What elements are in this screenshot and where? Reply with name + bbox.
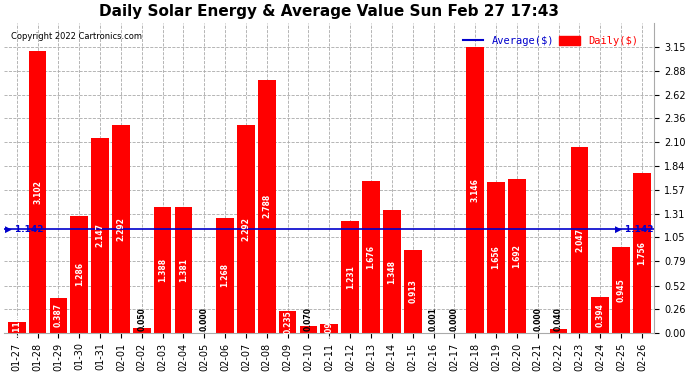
Text: ▶ 1.142: ▶ 1.142 [6,225,43,234]
Bar [508,179,526,333]
Text: 2.047: 2.047 [575,228,584,252]
Text: 1.231: 1.231 [346,265,355,289]
Text: 0.235: 0.235 [283,310,292,334]
Bar [133,328,150,333]
Text: 1.692: 1.692 [513,244,522,268]
Legend: Average($), Daily($): Average($), Daily($) [458,32,643,50]
Bar [112,124,130,333]
Text: 1.268: 1.268 [221,263,230,287]
Text: ▶ 1.142: ▶ 1.142 [615,225,653,234]
Bar [550,329,567,333]
Text: 2.292: 2.292 [241,217,250,241]
Bar [383,210,401,333]
Bar [591,297,609,333]
Bar [237,124,255,333]
Text: 0.094: 0.094 [325,316,334,340]
Text: 3.146: 3.146 [471,178,480,202]
Bar [91,138,109,333]
Text: 1.286: 1.286 [75,262,83,286]
Text: 0.070: 0.070 [304,307,313,331]
Text: 0.040: 0.040 [554,307,563,331]
Text: 0.000: 0.000 [200,307,209,331]
Text: 0.050: 0.050 [137,307,146,331]
Text: 0.116: 0.116 [12,315,21,339]
Bar [466,47,484,333]
Bar [612,247,630,333]
Title: Daily Solar Energy & Average Value Sun Feb 27 17:43: Daily Solar Energy & Average Value Sun F… [99,4,560,19]
Bar [342,221,359,333]
Bar [279,311,297,333]
Text: 1.676: 1.676 [366,244,375,268]
Bar [362,180,380,333]
Bar [633,173,651,333]
Text: 1.756: 1.756 [638,241,647,265]
Text: 2.147: 2.147 [95,223,105,247]
Bar [404,250,422,333]
Bar [29,51,46,333]
Bar [8,322,26,333]
Text: 1.656: 1.656 [491,246,500,269]
Text: 3.102: 3.102 [33,180,42,204]
Bar [216,217,234,333]
Text: 2.292: 2.292 [117,217,126,241]
Bar [320,324,338,333]
Text: 0.001: 0.001 [429,307,438,331]
Bar [154,207,171,333]
Bar [50,298,67,333]
Text: 0.000: 0.000 [450,307,459,331]
Bar [571,147,589,333]
Text: 2.788: 2.788 [262,194,271,218]
Text: 0.000: 0.000 [533,307,542,331]
Text: 1.348: 1.348 [387,260,396,284]
Text: 0.387: 0.387 [54,303,63,327]
Bar [175,207,193,333]
Bar [487,182,505,333]
Text: 1.381: 1.381 [179,258,188,282]
Bar [258,80,275,333]
Text: 1.388: 1.388 [158,258,167,282]
Text: Copyright 2022 Cartronics.com: Copyright 2022 Cartronics.com [10,32,141,41]
Bar [70,216,88,333]
Text: 0.913: 0.913 [408,279,417,303]
Text: 0.394: 0.394 [595,303,605,327]
Bar [299,326,317,333]
Text: 0.945: 0.945 [617,278,626,302]
